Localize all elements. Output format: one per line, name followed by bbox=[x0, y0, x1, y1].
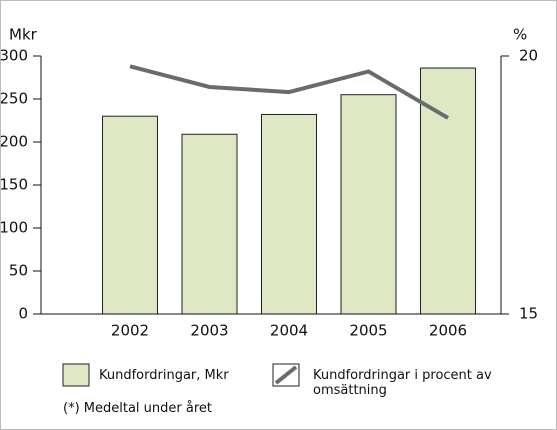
line bbox=[129, 64, 450, 120]
y-axis-label: Mkr bbox=[9, 26, 38, 44]
x-tick-label: 2006 bbox=[429, 322, 467, 340]
x-tick-label: 2005 bbox=[349, 322, 387, 340]
y-tick-label: 0 bbox=[18, 305, 28, 323]
x-tick-label: 2003 bbox=[190, 322, 228, 340]
y2-tick-label: 15 bbox=[519, 305, 538, 323]
bar bbox=[102, 115, 158, 315]
y-tick-label: 250 bbox=[1, 90, 28, 108]
y2-tick-label: 20 bbox=[519, 47, 538, 65]
bar bbox=[340, 94, 397, 315]
legend-label: Kundfordringar i procent av omsättning bbox=[313, 368, 492, 398]
legend-line bbox=[274, 365, 298, 385]
y-tick-label: 50 bbox=[9, 262, 28, 280]
x-tick-label: 2002 bbox=[111, 322, 149, 340]
y-tick-label: 100 bbox=[1, 219, 28, 237]
bar bbox=[261, 113, 317, 315]
legend-label: Kundfordringar, Mkr bbox=[99, 368, 229, 383]
note: (*) Medeltal under året bbox=[63, 401, 212, 416]
bar bbox=[181, 133, 238, 315]
x-tick-label: 2004 bbox=[270, 322, 308, 340]
y-tick-label: 200 bbox=[1, 133, 28, 151]
y-tick-label: 150 bbox=[1, 176, 28, 194]
y2-axis-label: % bbox=[513, 26, 527, 44]
y-tick-label: 300 bbox=[1, 47, 28, 65]
legend-swatch bbox=[62, 363, 90, 387]
